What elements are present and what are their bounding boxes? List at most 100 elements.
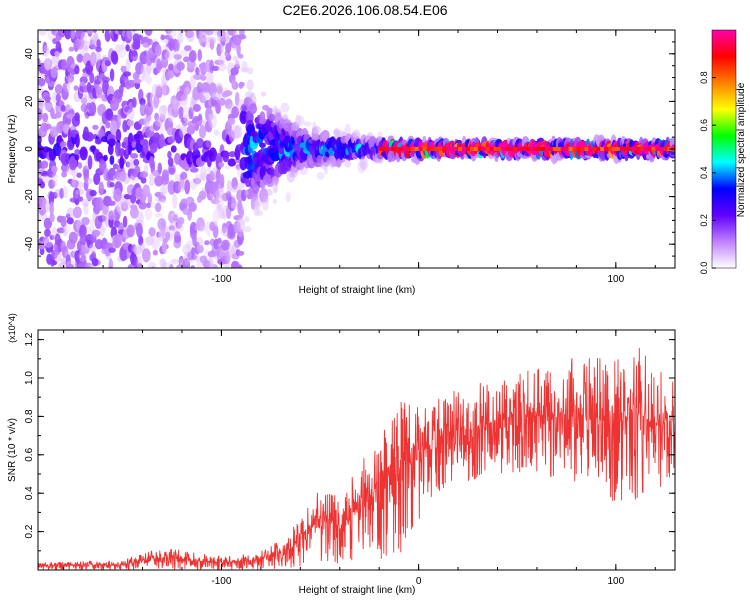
spectrogram-cell	[398, 147, 404, 151]
spectrogram-cell	[158, 194, 167, 203]
spectrogram-cell	[140, 177, 147, 184]
spectrogram-cell	[52, 191, 58, 199]
spectrogram-cell	[113, 234, 122, 249]
spectrogram-cell	[131, 97, 137, 108]
colorbar-tick-label: 0.4	[699, 167, 709, 180]
spectrogram-cell	[260, 91, 267, 97]
spectrogram-cell	[52, 180, 57, 188]
spectrogram-cell	[98, 103, 106, 115]
spectrogram-cell	[38, 97, 44, 110]
spectrogram-cell	[42, 41, 48, 54]
spectrogram-cell	[210, 198, 220, 205]
colorbar-tick-label: 0.0	[699, 262, 709, 275]
spectrogram-cell	[168, 210, 176, 224]
spectrogram-cell	[168, 63, 174, 71]
spectrogram-cell	[76, 172, 82, 178]
spectrogram-cell	[142, 63, 152, 77]
spectrogram-cell	[225, 42, 232, 54]
spectrogram-cell	[262, 199, 269, 211]
spectrogram-cell	[391, 147, 397, 151]
spectrogram-cell	[635, 147, 641, 151]
spectrogram-cell	[161, 49, 170, 60]
spectrogram-cell	[94, 51, 102, 62]
spectrogram-cell	[540, 147, 546, 151]
spectrogram-cell	[43, 58, 53, 70]
snr-y-label: SNR (10 * v/v)	[7, 418, 18, 482]
spectrogram-cell	[152, 249, 158, 256]
spectrogram-cell	[198, 63, 207, 69]
spectrogram-cell	[173, 214, 178, 222]
spectrogram-cell	[135, 247, 144, 254]
spectrogram-cell	[54, 83, 63, 95]
spectrogram-cell	[77, 162, 83, 169]
spectrogram-cell	[651, 147, 657, 151]
spectrogram-cell	[185, 30, 194, 39]
spectrogram-cell	[196, 217, 205, 232]
y-tick-label: -40	[24, 237, 35, 252]
spectrogram-cell	[201, 34, 207, 48]
spectrogram-cell	[265, 107, 273, 114]
spectrogram-cell	[81, 198, 90, 207]
spectrogram-cell	[199, 125, 207, 139]
spectrogram-cell	[84, 177, 93, 185]
spectrogram-cell	[152, 30, 155, 31]
spectrogram-cell	[49, 213, 55, 223]
spectrogram-cell	[68, 231, 78, 244]
spectrogram-cell	[627, 147, 633, 151]
spectrogram-cell	[234, 158, 241, 164]
spectrogram-cell	[394, 147, 400, 151]
spectrogram-cell	[147, 261, 157, 268]
spectrogram-cell	[588, 147, 594, 151]
spectrogram-cell	[493, 147, 499, 151]
spectrogram-cell	[131, 50, 138, 57]
spectrogram-cell	[209, 264, 218, 268]
spectrogram-cell	[259, 187, 269, 203]
spectrogram-cell	[47, 80, 54, 91]
spectrogram-cell	[159, 113, 166, 123]
y-tick-label: 0.8	[24, 409, 35, 423]
spectrogram-x-ticks: -100 100	[63, 30, 656, 285]
spectrogram-cell	[159, 199, 167, 205]
spectrogram-cell	[79, 44, 89, 55]
spectrogram-cell	[221, 31, 230, 43]
spectrogram-cell	[182, 56, 191, 63]
spectrogram-cell	[256, 210, 264, 216]
spectrogram-cell	[208, 113, 216, 121]
spectrogram-cell	[150, 158, 156, 174]
spectrogram-cell	[442, 147, 448, 151]
spectrogram-cell	[212, 224, 219, 239]
snr-frame	[37, 329, 676, 571]
spectrogram-cell	[50, 67, 58, 81]
spectrogram-cell	[572, 147, 578, 151]
spectrogram-cell	[462, 147, 468, 151]
spectrogram-cell	[246, 79, 254, 91]
spectrogram-cell	[188, 202, 197, 212]
spectrogram-cell	[596, 147, 602, 151]
spectrogram-cell	[227, 30, 237, 36]
spectrogram-cell	[54, 111, 62, 119]
spectrogram-cell	[89, 35, 99, 49]
spectrogram-cell	[213, 188, 220, 200]
spectrogram-cell	[145, 75, 152, 85]
spectrogram-cell	[121, 201, 128, 212]
y-tick-label: -20	[24, 189, 35, 204]
spectrogram-cell	[192, 103, 201, 112]
spectrogram-cell	[509, 147, 515, 151]
spectrogram-cell	[233, 125, 243, 139]
spectrogram-cell	[108, 167, 117, 181]
spectrogram-cell	[160, 222, 166, 237]
spectrogram-cell	[103, 154, 108, 162]
spectrogram-cell	[548, 147, 554, 151]
spectrogram-cell	[195, 174, 204, 181]
spectrogram-cell	[158, 105, 167, 118]
spectrogram-cell	[115, 207, 120, 222]
spectrogram-cell	[133, 245, 142, 256]
spectrogram-cell	[489, 147, 495, 151]
spectrogram-cell	[228, 242, 234, 256]
spectrogram-cell	[485, 147, 491, 151]
spectrogram-cell	[147, 115, 153, 124]
spectrogram-cell	[70, 179, 80, 188]
spectrogram-cell	[377, 131, 383, 140]
spectrogram-cell	[72, 206, 82, 219]
